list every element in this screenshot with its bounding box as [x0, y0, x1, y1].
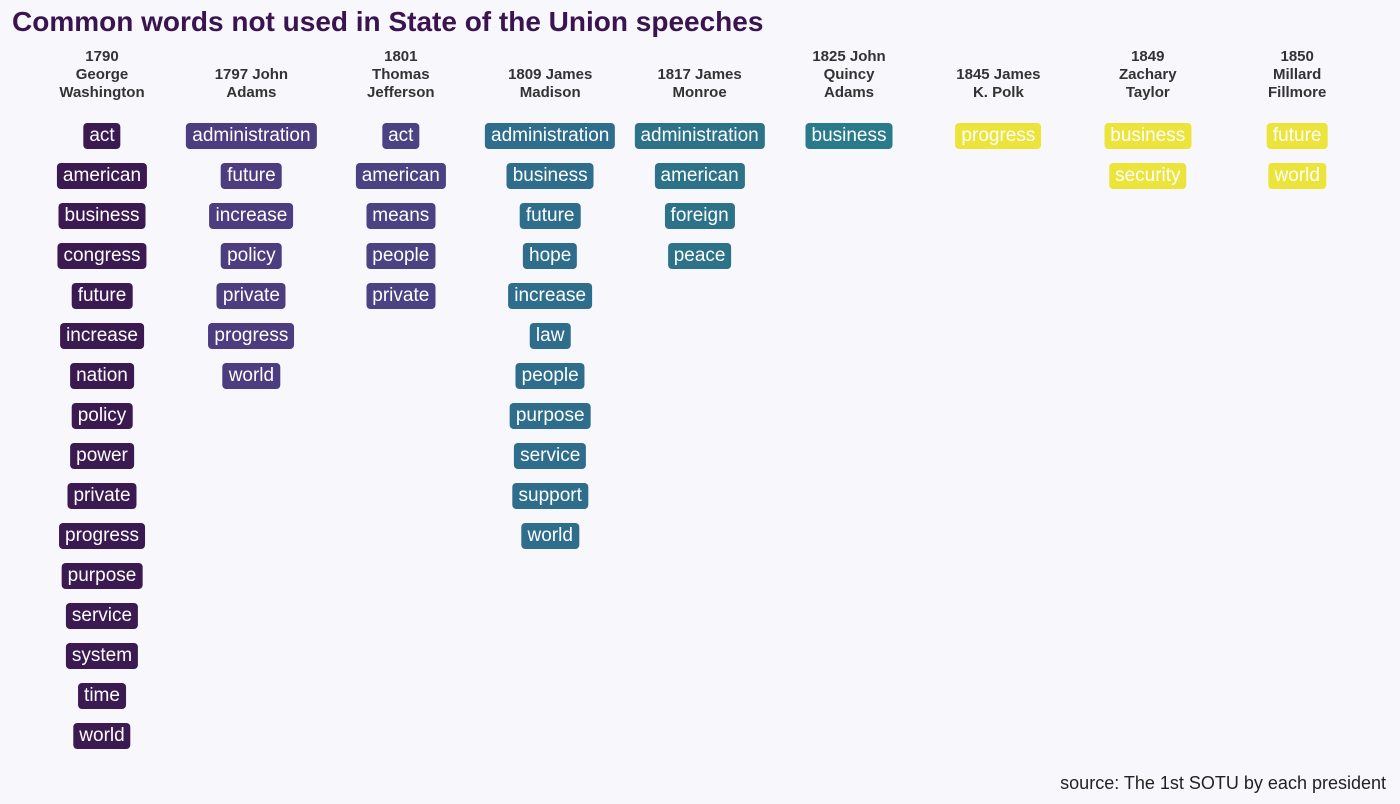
word-tile: future: [1266, 123, 1328, 149]
president-header: 1809 James Madison: [508, 66, 593, 101]
word-tile: future: [221, 163, 282, 189]
word-tile: business: [805, 123, 893, 149]
word-tile: business: [506, 163, 594, 189]
word-tile: power: [70, 443, 134, 469]
word-tile: world: [1268, 163, 1326, 189]
word-tile: security: [1109, 163, 1187, 189]
word-tile: progress: [955, 123, 1042, 149]
word-tile: administration: [485, 123, 616, 149]
word-tile: policy: [221, 243, 282, 269]
president-header: 1790 George Washington: [59, 48, 145, 101]
word-tile: business: [1104, 123, 1192, 149]
word-tile: hope: [523, 243, 578, 269]
word-tile: increase: [60, 323, 144, 349]
word-tile: act: [83, 123, 121, 149]
president-header: 1850 Millard Fillmore: [1268, 48, 1327, 101]
source-caption: source: The 1st SOTU by each president: [1060, 773, 1386, 793]
president-header: 1825 John Quincy Adams: [812, 48, 886, 101]
word-tile: purpose: [509, 403, 591, 429]
word-tile: foreign: [664, 203, 735, 229]
word-tile: service: [65, 603, 139, 629]
word-tile: administration: [634, 123, 765, 149]
word-tile: future: [519, 203, 581, 229]
word-tile: increase: [508, 283, 593, 309]
president-header: 1845 James K. Polk: [956, 66, 1041, 101]
word-tile: future: [71, 283, 133, 309]
word-tile: congress: [57, 243, 147, 269]
president-header: 1797 John Adams: [214, 66, 289, 101]
word-tile: law: [529, 323, 571, 349]
word-tile: american: [654, 163, 745, 189]
word-tile: increase: [209, 203, 294, 229]
word-tile: american: [56, 163, 148, 189]
word-tile: private: [67, 483, 137, 509]
word-tile: purpose: [61, 563, 143, 589]
president-header: 1817 James Monroe: [657, 66, 742, 101]
word-tile: act: [382, 123, 420, 149]
word-tile: nation: [70, 363, 134, 389]
word-tile: people: [366, 243, 436, 269]
word-tile: system: [65, 643, 139, 669]
word-tile: time: [78, 683, 126, 709]
word-tile: people: [515, 363, 585, 389]
word-tile: world: [73, 723, 131, 749]
chart-title: Common words not used in State of the Un…: [12, 6, 764, 37]
word-tile: peace: [667, 243, 732, 269]
word-tile: american: [355, 163, 446, 189]
president-header: 1801 Thomas Jefferson: [367, 48, 435, 101]
word-tile: world: [222, 363, 281, 389]
word-tile: means: [366, 203, 436, 229]
word-tile: business: [58, 203, 146, 229]
word-tile: administration: [186, 123, 317, 149]
word-tile: progress: [208, 323, 295, 349]
word-tile: policy: [71, 403, 133, 429]
word-tile: support: [512, 483, 588, 509]
president-header: 1849 Zachary Taylor: [1119, 48, 1177, 101]
word-tile: service: [514, 443, 587, 469]
word-columns: 1790 George Washington act american busines…: [56, 48, 1328, 749]
word-tile: progress: [59, 523, 145, 549]
word-tile: private: [366, 283, 436, 309]
word-tile: world: [521, 523, 579, 549]
word-tile: private: [216, 283, 286, 309]
